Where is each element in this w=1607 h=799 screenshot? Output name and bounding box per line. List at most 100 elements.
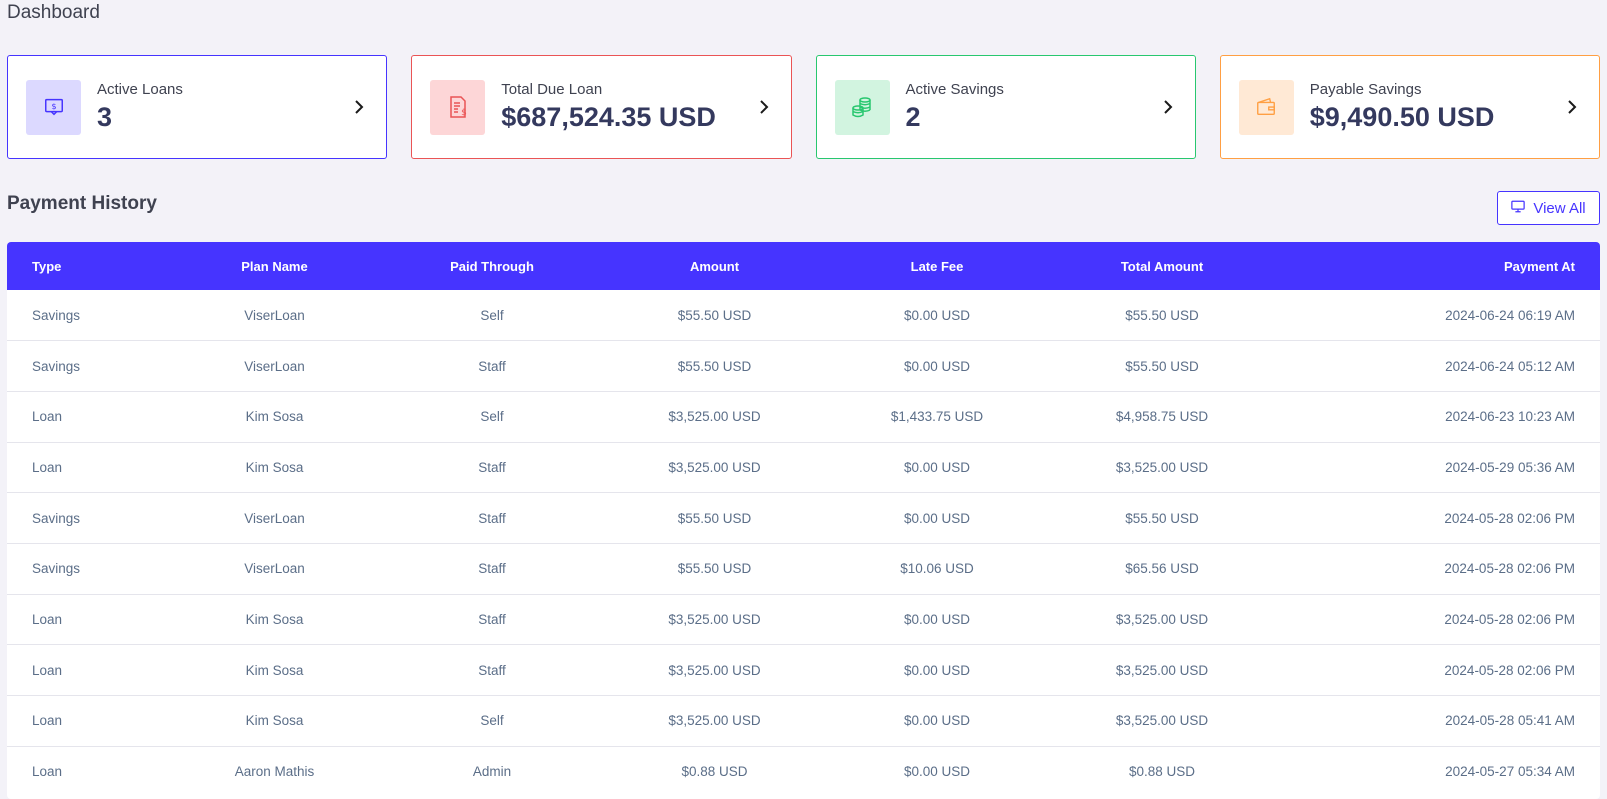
table-cell: Loan [32,713,63,729]
table-cell: Kim Sosa [245,662,304,678]
table-cell: $3,525.00 USD [1115,662,1209,678]
table-cell: $3,525.00 USD [1115,713,1209,729]
table-cell: 2024-06-24 06:19 AM [1445,307,1575,323]
active-loans-label: Active Loans [97,81,183,98]
svg-text:$: $ [51,101,56,111]
total-due-loan-label: Total Due Loan [501,81,603,98]
table-cell: $0.88 USD [1128,764,1196,780]
column-header: Amount [689,258,740,274]
active-savings-value: 2 [905,102,921,132]
column-header: Paid Through [450,258,534,274]
table-cell: ViserLoan [244,307,305,323]
table-cell: $55.50 USD [677,358,752,374]
table-cell: $0.00 USD [903,764,971,780]
table-cell: Loan [32,611,63,627]
table-cell: 2024-05-28 02:06 PM [1444,611,1575,627]
table-row: Loan Aaron Mathis Admin $0.88 USD $0.00 USD $… [7,746,1600,797]
table-cell: $0.88 USD [681,764,748,780]
table-cell: Self [480,409,504,425]
table-cell: $55.50 USD [1125,510,1199,526]
table-cell: $0.00 USD [903,662,971,678]
table-cell: $65.56 USD [1125,561,1199,577]
table-cell: 2024-05-27 05:34 AM [1445,764,1575,780]
chevron-right-icon [354,100,364,114]
table-cell: $0.00 USD [903,459,971,475]
table-cell: 2024-05-28 02:06 PM [1444,510,1575,526]
table-cell: $3,525.00 USD [1115,459,1209,475]
table-cell: 2024-05-28 02:06 PM [1444,561,1575,577]
table-cell: $3,525.00 USD [668,611,761,627]
table-cell: Staff [478,510,506,526]
table-cell: $0.00 USD [903,611,971,627]
table-cell: Staff [478,611,506,627]
column-header: Payment At [1503,258,1575,274]
total-due-loan-card[interactable]: $ Total Due Loan $687,524.35 USD [411,55,792,159]
table-row: Savings ViserLoan Self $55.50 USD $0.00 USD $… [7,290,1600,341]
table-cell: $0.00 USD [903,307,971,323]
table-cell: 2024-05-29 05:36 AM [1445,459,1575,475]
table-cell: Self [480,713,504,729]
table-cell: ViserLoan [244,358,305,374]
table-cell: $3,525.00 USD [668,662,761,678]
payment-history-title: Payment History [7,193,157,214]
table-cell: 2024-05-28 02:06 PM [1444,662,1575,678]
active-savings-label: Active Savings [905,81,1004,98]
chevron-right-icon [1163,100,1173,114]
table-cell: Staff [478,662,506,678]
table-cell: Savings [32,358,81,374]
table-cell: Kim Sosa [245,611,304,627]
table-cell: Staff [478,459,506,475]
table-cell: $55.50 USD [677,561,752,577]
view-all-label: View All [1533,199,1586,217]
table-cell: Staff [478,561,506,577]
payable-savings-value: $9,490.50 USD [1309,102,1495,132]
table-cell: $10.06 USD [900,561,974,577]
table-row: Savings ViserLoan Staff $55.50 USD $0.00 USD… [7,493,1600,544]
table-cell: $1,433.75 USD [890,409,984,425]
table-cell: $0.00 USD [903,713,971,729]
table-cell: $3,525.00 USD [1115,611,1209,627]
table-cell: Kim Sosa [245,459,304,475]
column-header: Late Fee [910,258,964,274]
table-cell: Savings [32,307,81,323]
wallet-icon [1238,79,1294,135]
column-header: Total Amount [1120,258,1204,274]
chat-dollar-icon: $ [26,79,81,135]
desktop-icon [1511,200,1526,217]
table-row: Loan Kim Sosa Staff $3,525.00 USD $0.00 USD $… [7,442,1600,493]
table-cell: Self [480,307,504,323]
table-cell: $0.00 USD [903,510,971,526]
table-header-row: Type Plan Name Paid Through Amount Late Fee T… [7,242,1600,290]
table-cell: Loan [32,764,63,780]
payable-savings-card[interactable]: Payable Savings $9,490.50 USD [1219,55,1600,159]
table-cell: Kim Sosa [245,409,304,425]
svg-text:$: $ [461,108,467,118]
active-loans-card[interactable]: $ Active Loans 3 [7,55,388,159]
table-row: Savings ViserLoan Staff $55.50 USD $0.00 USD… [7,341,1600,392]
payable-savings-label: Payable Savings [1309,81,1422,98]
table-row: Loan Kim Sosa Staff $3,525.00 USD $0.00 USD $… [7,645,1600,696]
table-row: Loan Kim Sosa Staff $3,525.00 USD $0.00 USD $… [7,594,1600,645]
active-savings-card[interactable]: Active Savings 2 [815,55,1196,159]
view-all-button[interactable]: View All [1497,191,1600,225]
chevron-right-icon [759,100,769,114]
column-header: Type [32,258,62,274]
table-cell: $3,525.00 USD [668,409,761,425]
table-cell: $55.50 USD [1125,307,1199,323]
table-cell: $3,525.00 USD [668,713,761,729]
summary-cards: $ Active Loans 3 $ Total Due Loan $687,5… [7,55,1600,159]
active-loans-value: 3 [97,102,113,132]
coins-icon [834,79,890,135]
table-cell: Loan [32,662,63,678]
table-cell: $3,525.00 USD [668,459,761,475]
table-row: Loan Kim Sosa Self $3,525.00 USD $0.00 USD $3… [7,696,1600,747]
table-row: Savings ViserLoan Staff $55.50 USD $10.06 US… [7,543,1600,595]
table-cell: Savings [32,510,81,526]
table-cell: 2024-06-24 05:12 AM [1445,358,1575,374]
table-cell: Aaron Mathis [234,764,315,780]
page-title: Dashboard [7,2,100,23]
table-cell: Kim Sosa [245,713,304,729]
invoice-dollar-icon: $ [430,79,486,135]
table-cell: Staff [478,358,506,374]
table-cell: $4,958.75 USD [1115,409,1209,425]
